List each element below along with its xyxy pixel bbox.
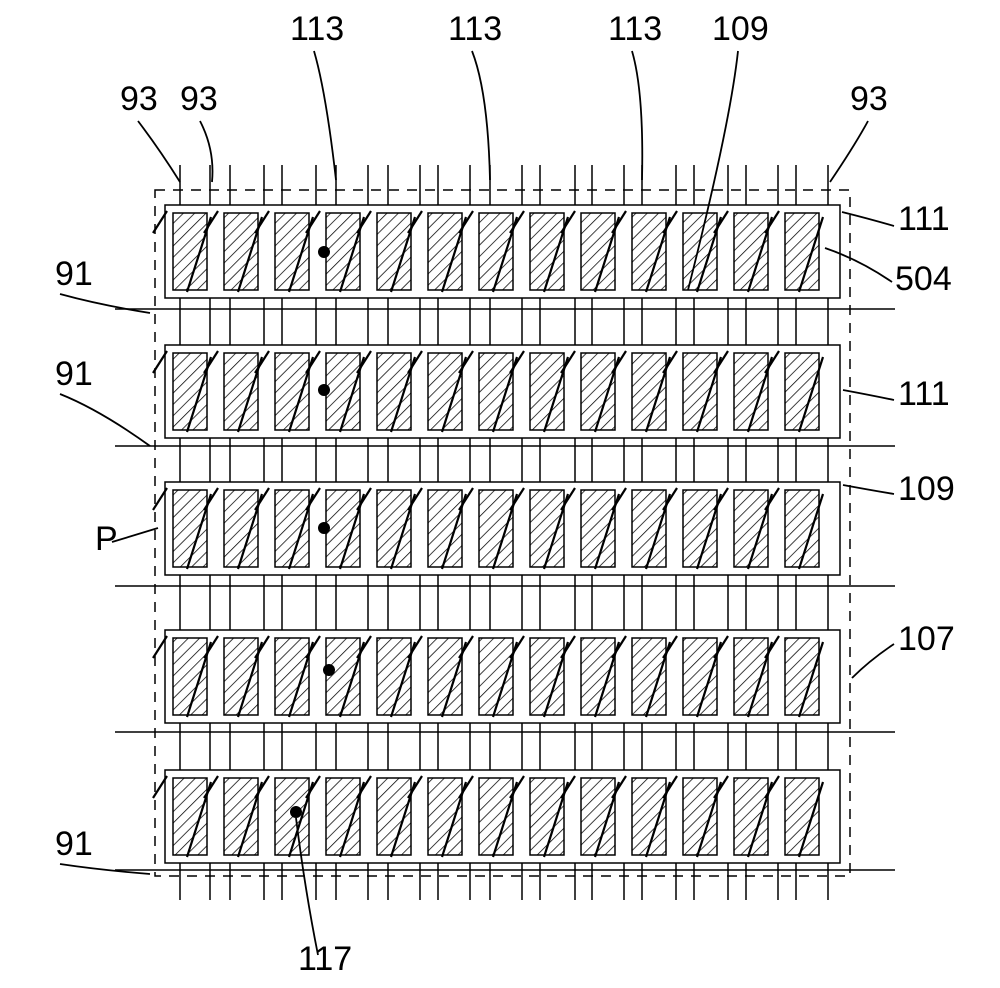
- hatched-cell: [479, 490, 513, 567]
- hatched-cell: [785, 213, 819, 290]
- reference-dot: [323, 664, 335, 676]
- hatched-cell: [530, 353, 564, 430]
- hatched-cell: [173, 353, 207, 430]
- annotation-label: 109: [898, 470, 955, 508]
- annotation-label: 93: [850, 80, 888, 118]
- annotation-label: 109: [712, 10, 769, 48]
- hatched-cell: [173, 638, 207, 715]
- annotation-label: 91: [55, 825, 93, 863]
- hatched-cell: [581, 490, 615, 567]
- hatched-cell: [734, 490, 768, 567]
- hatched-cell: [632, 778, 666, 855]
- hatched-cell: [326, 778, 360, 855]
- hatched-cell: [479, 213, 513, 290]
- hatched-cell: [479, 353, 513, 430]
- hatched-cell: [377, 213, 411, 290]
- annotation-label: 504: [895, 260, 952, 298]
- hatched-cell: [173, 213, 207, 290]
- hatched-cell: [734, 213, 768, 290]
- reference-dot: [318, 246, 330, 258]
- hatched-cell: [785, 778, 819, 855]
- hatched-cell: [683, 490, 717, 567]
- hatched-cell: [275, 638, 309, 715]
- hatched-cell: [632, 353, 666, 430]
- hatched-cell: [530, 213, 564, 290]
- annotation-label: 107: [898, 620, 955, 658]
- hatched-cell: [275, 490, 309, 567]
- hatched-cell: [683, 778, 717, 855]
- hatched-cell: [785, 638, 819, 715]
- hatched-cell: [530, 778, 564, 855]
- annotation-label: 93: [180, 80, 218, 118]
- hatched-cell: [428, 213, 462, 290]
- hatched-cell: [173, 778, 207, 855]
- hatched-cell: [326, 353, 360, 430]
- hatched-cell: [479, 778, 513, 855]
- hatched-cell: [581, 213, 615, 290]
- reference-dot: [318, 384, 330, 396]
- annotation-label: P: [95, 520, 118, 558]
- hatched-cell: [683, 213, 717, 290]
- annotation-label: 113: [290, 10, 344, 48]
- hatched-cell: [224, 353, 258, 430]
- hatched-cell: [479, 638, 513, 715]
- hatched-cell: [377, 490, 411, 567]
- annotation-label: 111: [898, 200, 950, 238]
- hatched-cell: [632, 490, 666, 567]
- diagram-canvas: 113 113 113 109 93 93 93 111 504 111 109 107 91 91 P 91…: [0, 0, 1000, 988]
- annotation-label: 113: [608, 10, 662, 48]
- hatched-cell: [632, 638, 666, 715]
- annotation-label: 117: [298, 940, 352, 978]
- hatched-cell: [581, 353, 615, 430]
- hatched-cell: [275, 213, 309, 290]
- hatched-cell: [428, 638, 462, 715]
- hatched-cell: [683, 353, 717, 430]
- hatched-cell: [377, 638, 411, 715]
- hatched-cell: [581, 638, 615, 715]
- hatched-cell: [377, 778, 411, 855]
- reference-dot: [290, 806, 302, 818]
- hatched-cell: [326, 490, 360, 567]
- hatched-cell: [326, 213, 360, 290]
- hatched-cell: [173, 490, 207, 567]
- hatched-cell: [530, 638, 564, 715]
- hatched-cell: [785, 353, 819, 430]
- hatched-cell: [224, 638, 258, 715]
- hatched-cell: [377, 353, 411, 430]
- hatched-cell: [785, 490, 819, 567]
- hatched-cell: [275, 778, 309, 855]
- hatched-cell: [428, 778, 462, 855]
- reference-dot: [318, 522, 330, 534]
- hatched-cell: [428, 490, 462, 567]
- annotation-label: 91: [55, 355, 93, 393]
- hatched-cell: [428, 353, 462, 430]
- hatched-cell: [326, 638, 360, 715]
- hatched-cell: [581, 778, 615, 855]
- hatched-cell: [224, 490, 258, 567]
- hatched-cell: [683, 638, 717, 715]
- annotation-label: 113: [448, 10, 502, 48]
- hatched-cell: [734, 778, 768, 855]
- hatched-cell: [275, 353, 309, 430]
- annotation-label: 91: [55, 255, 93, 293]
- hatched-cell: [530, 490, 564, 567]
- annotation-label: 111: [898, 375, 950, 413]
- annotation-label: 93: [120, 80, 158, 118]
- hatched-cell: [632, 213, 666, 290]
- hatched-cell: [224, 213, 258, 290]
- hatched-cell: [734, 353, 768, 430]
- hatched-cell: [224, 778, 258, 855]
- hatched-cell: [734, 638, 768, 715]
